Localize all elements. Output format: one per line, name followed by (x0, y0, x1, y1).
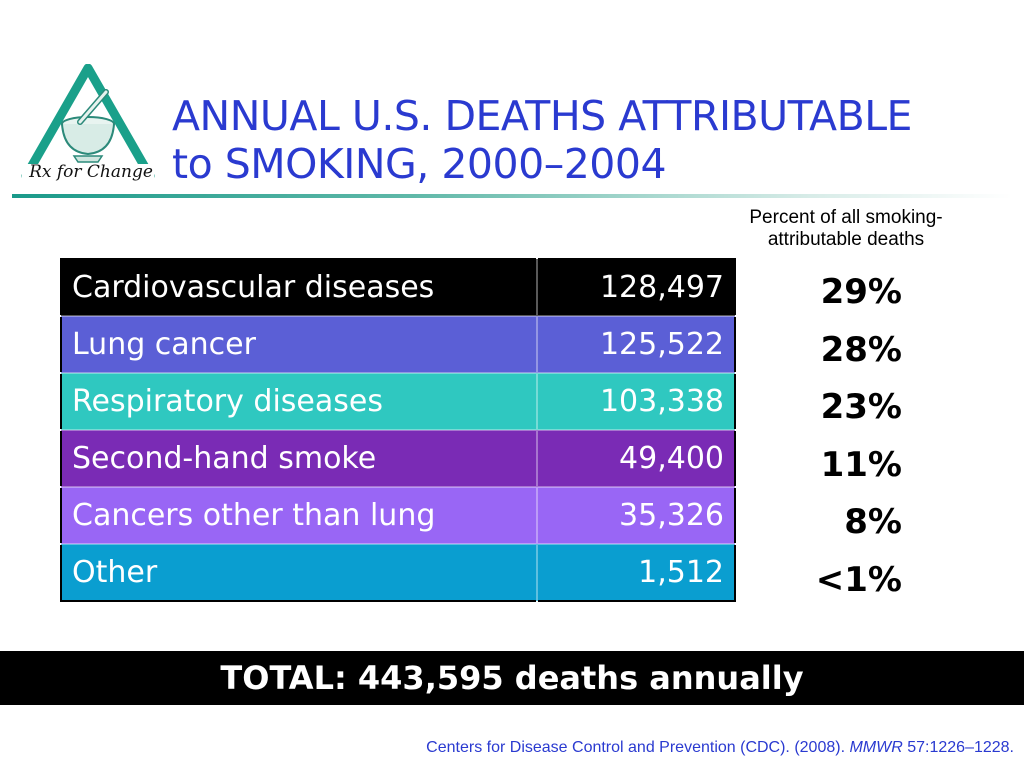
citation-suffix: 57:1226–1228. (902, 739, 1014, 756)
slide-title: ANNUAL U.S. DEATHS ATTRIBUTABLE to SMOKI… (172, 92, 1012, 188)
logo-text: Rx for Change (29, 162, 153, 182)
percent-value: <1% (815, 559, 902, 600)
category-cell: Other (61, 543, 537, 601)
deaths-table: Cardiovascular diseases 128,497 Lung cance… (60, 258, 736, 602)
table-row: Second-hand smoke 49,400 (61, 429, 735, 487)
percent-value: 29% (820, 272, 902, 312)
category-cell: Cancers other than lung (61, 486, 537, 544)
percent-value: 28% (820, 329, 902, 370)
category-cell: Respiratory diseases (61, 372, 537, 430)
citation-journal: MMWR (849, 739, 903, 756)
percent-header-line-2: attributable deaths (767, 229, 925, 250)
table-row: Cancers other than lung 35,326 (61, 486, 735, 544)
mortar-and-pestle-icon (21, 63, 155, 186)
deaths-cell: 1,512 (536, 543, 735, 601)
table-row: Cardiovascular diseases 128,497 (61, 259, 735, 316)
percent-value: 23% (820, 387, 902, 427)
category-cell: Cardiovascular diseases (72, 270, 435, 305)
title-line-2: to SMOKING, 2000–2004 (172, 140, 667, 188)
citation: Centers for Disease Control and Preventi… (426, 739, 1014, 757)
percent-value: 8% (844, 502, 902, 542)
citation-prefix: Centers for Disease Control and Preventi… (426, 739, 850, 756)
title-line-1: ANNUAL U.S. DEATHS ATTRIBUTABLE (172, 92, 912, 140)
total-label: TOTAL: 443,595 deaths annually (220, 659, 804, 697)
table-row: Respiratory diseases 103,338 (61, 372, 735, 430)
deaths-cell: 49,400 (536, 429, 735, 487)
title-divider (12, 194, 1012, 198)
table-row: Lung cancer 125,522 (61, 315, 735, 373)
deaths-cell: 103,338 (536, 372, 735, 430)
table-row: Other 1,512 (61, 543, 735, 601)
percent-header-line-1: Percent of all smoking- (749, 207, 943, 228)
total-banner: TOTAL: 443,595 deaths annually (0, 651, 1024, 705)
percent-column-header: Percent of all smoking- attributable dea… (712, 207, 980, 251)
category-cell: Second-hand smoke (61, 429, 537, 487)
deaths-cell: 125,522 (536, 315, 735, 373)
deaths-cell: 128,497 (536, 259, 735, 316)
percent-column: 29% 28% 23% 11% 8% <1% (760, 264, 902, 609)
category-cell: Lung cancer (61, 315, 537, 373)
percent-value: 11% (820, 444, 902, 485)
rx-for-change-logo: Rx for Change (18, 63, 158, 192)
deaths-cell: 35,326 (536, 486, 735, 544)
